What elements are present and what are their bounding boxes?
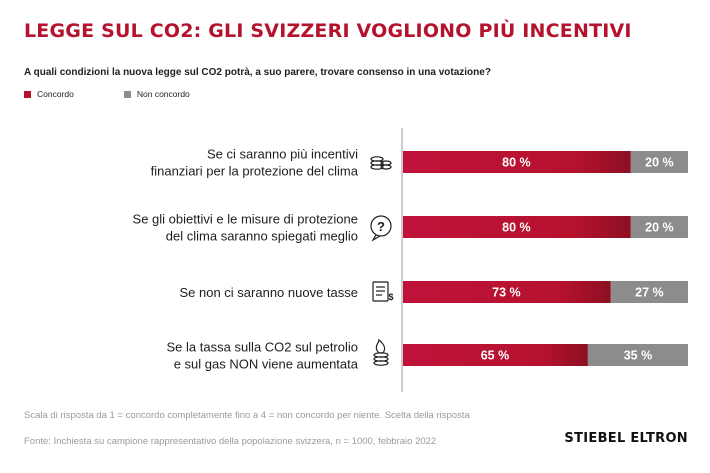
flame-coins-icon <box>373 338 389 366</box>
data-label-disagree: 20 % <box>645 156 674 170</box>
data-label-disagree: 20 % <box>645 221 674 235</box>
category-label: e sul gas NON viene aumentata <box>174 357 359 372</box>
source-note: Fonte: Inchiesta su campione rappresenta… <box>24 436 437 447</box>
category-label: Se la tassa sulla CO2 sul petrolio <box>167 340 358 355</box>
bar-agree <box>403 151 631 173</box>
bar-disagree <box>630 151 688 173</box>
legend-item-disagree: Non concordo <box>123 89 190 99</box>
data-label-agree: 80 % <box>502 221 531 235</box>
legend-swatch-agree <box>24 90 31 98</box>
coins-icon <box>370 156 392 170</box>
bar-agree <box>403 281 611 303</box>
svg-text:?: ? <box>377 219 385 234</box>
category-label: Se gli obiettivi e le misure di protezio… <box>133 212 358 227</box>
category-label: Se ci saranno più incentivi <box>207 147 358 162</box>
legend-label-agree: Concordo <box>37 89 74 99</box>
category-label: del clima saranno spiegati meglio <box>166 229 358 244</box>
data-label-agree: 80 % <box>502 156 531 170</box>
brand-logo: STIEBEL ELTRON <box>564 431 688 446</box>
tax-document-icon: $ <box>372 281 394 302</box>
bar-disagree <box>610 281 688 303</box>
bar-agree <box>403 216 631 238</box>
category-label: Se non ci saranno nuove tasse <box>179 285 358 300</box>
chart-title: LEGGE SUL CO2: GLI SVIZZERI VOGLIONO PIÙ… <box>24 20 632 42</box>
bar-disagree <box>587 344 688 366</box>
svg-text:$: $ <box>388 292 393 302</box>
bar-agree <box>403 344 588 366</box>
bar-disagree <box>630 216 688 238</box>
scale-footnote: Scala di risposta da 1 = concordo comple… <box>24 410 470 421</box>
legend-item-agree: Concordo <box>24 89 74 99</box>
legend-label-disagree: Non concordo <box>136 89 190 99</box>
data-label-disagree: 27 % <box>635 286 664 300</box>
question-speech-icon: ? <box>370 215 392 242</box>
legend: Concordo Non concordo <box>24 89 240 99</box>
data-label-agree: 73 % <box>492 286 521 300</box>
data-label-disagree: 35 % <box>624 349 653 363</box>
legend-swatch-disagree <box>123 90 131 98</box>
data-label-agree: 65 % <box>481 349 510 363</box>
category-label: finanziari per la protezione del clima <box>151 164 359 179</box>
chart-question: A quali condizioni la nuova legge sul CO… <box>24 67 491 78</box>
